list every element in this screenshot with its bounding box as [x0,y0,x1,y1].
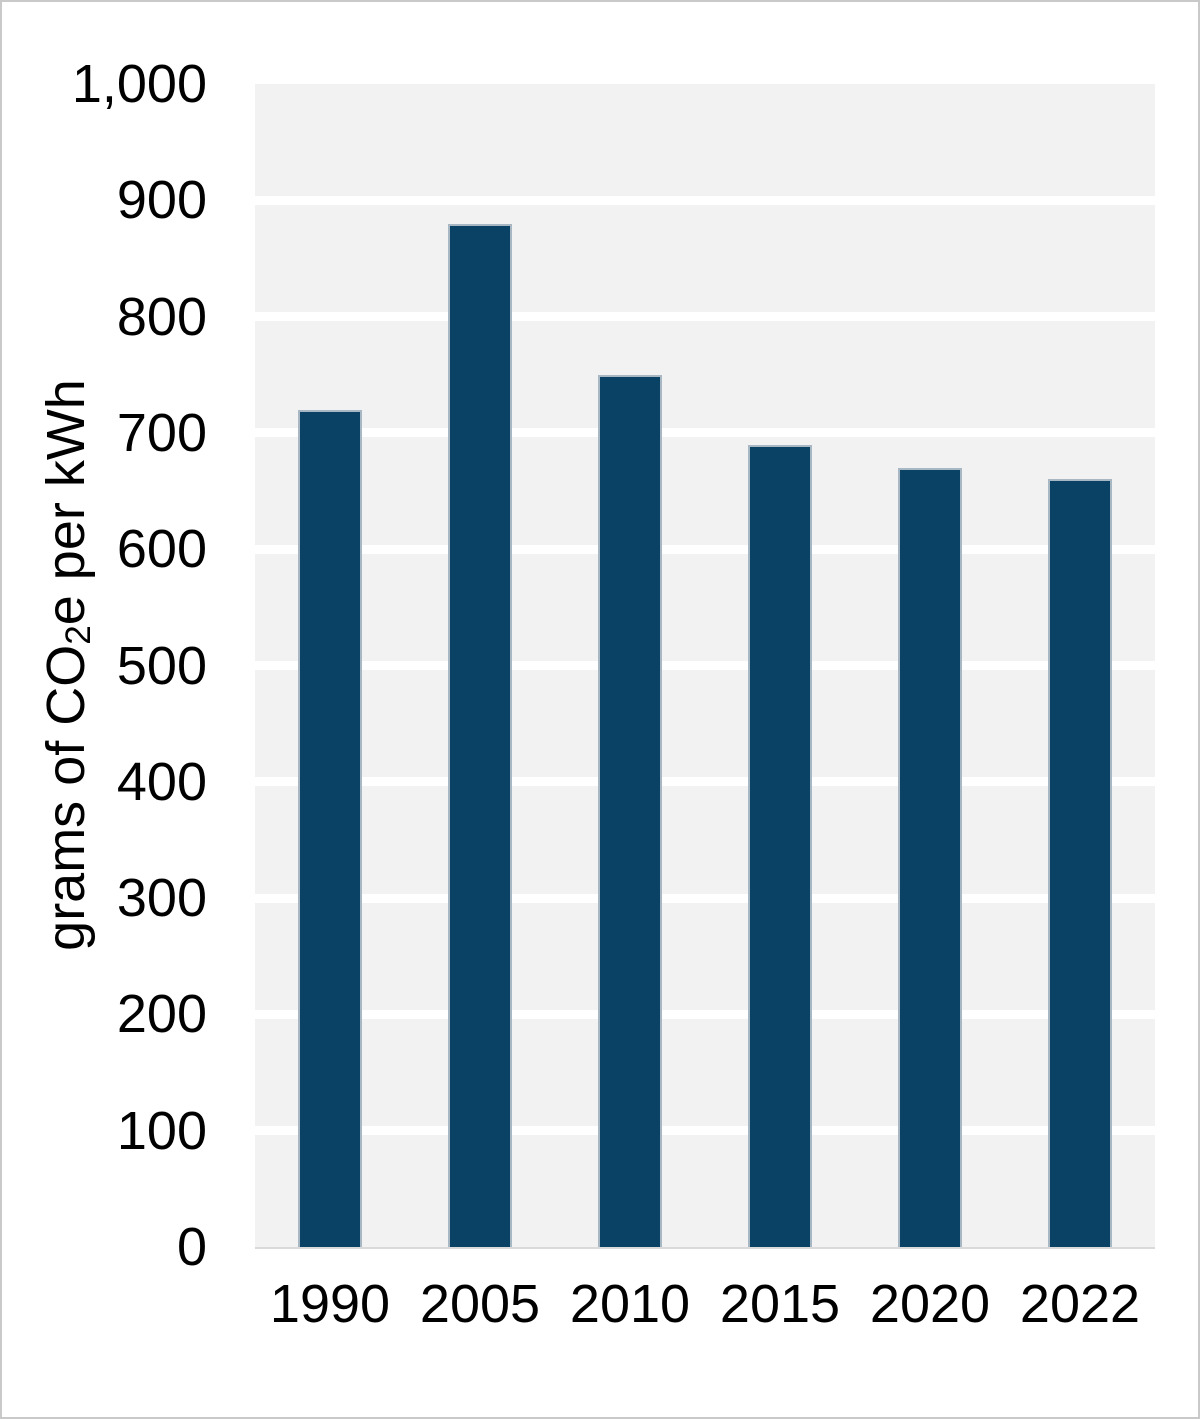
gridline-100 [255,1126,1155,1135]
gridline-400 [255,777,1155,786]
bar-2010 [598,375,662,1247]
gridline-900 [255,196,1155,205]
gridline-200 [255,1010,1155,1019]
x-tick-label-2010: 2010 [569,1274,691,1334]
bar-2022 [1048,479,1112,1247]
bar-2015 [748,445,812,1247]
plot-area [255,84,1155,1249]
bar-2020 [898,468,962,1247]
gridline-500 [255,661,1155,670]
x-tick-label-2022: 2022 [1019,1274,1141,1334]
y-tick-label-800: 800 [116,287,207,347]
x-tick-label-1990: 1990 [269,1274,391,1334]
x-tick-label-2020: 2020 [869,1274,991,1334]
y-tick-label-500: 500 [116,636,207,696]
bar-2005 [448,224,512,1247]
y-tick-label-700: 700 [116,403,207,463]
y-tick-label-600: 600 [116,519,207,579]
gridline-300 [255,894,1155,903]
y-tick-label-400: 400 [116,752,207,812]
gridline-800 [255,312,1155,321]
y-tick-label-900: 900 [116,170,207,230]
y-tick-label-200: 200 [116,984,207,1044]
gridline-600 [255,545,1155,554]
y-tick-label-1000: 1,000 [71,54,207,114]
x-tick-label-2005: 2005 [419,1274,541,1334]
y-tick-label-0: 0 [176,1217,207,1277]
gridline-700 [255,428,1155,437]
x-tick-label-2015: 2015 [719,1274,841,1334]
y-tick-label-100: 100 [116,1101,207,1161]
y-tick-label-300: 300 [116,868,207,928]
bar-1990 [298,410,362,1247]
